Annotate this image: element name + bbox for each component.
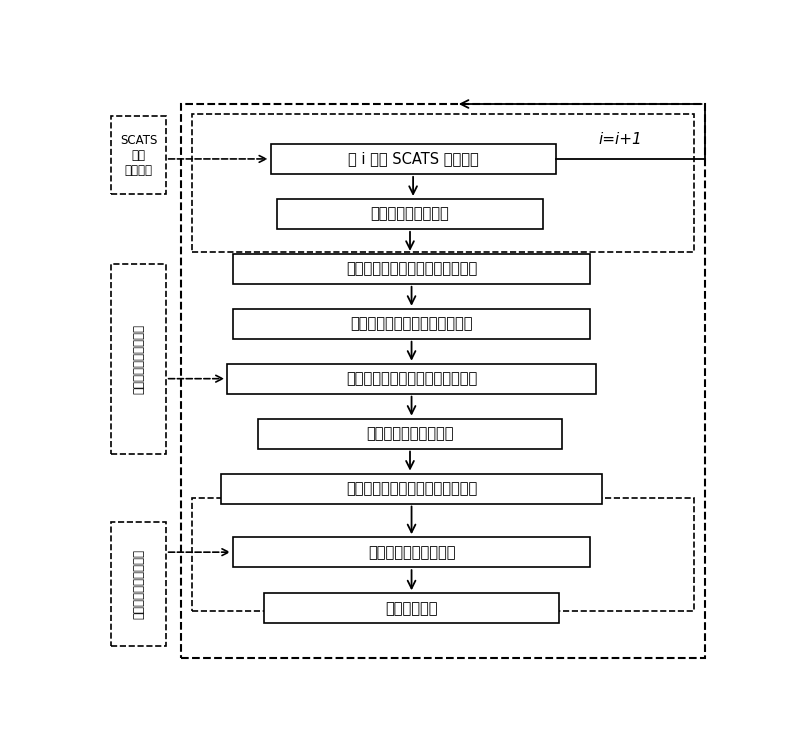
Bar	[234, 537, 590, 567]
Bar	[270, 144, 556, 174]
Bar	[192, 114, 694, 252]
Text: 交通状态定义及分类: 交通状态定义及分类	[370, 207, 450, 222]
Bar	[181, 104, 705, 658]
Text: 交通管理决策: 交通管理决策	[386, 601, 438, 616]
Bar	[264, 593, 558, 623]
Text: 交通状态在线定量评价: 交通状态在线定量评价	[366, 426, 454, 441]
Text: i=i+1: i=i+1	[599, 131, 642, 146]
Text: 构建交通参数虚拟时间序列数据: 构建交通参数虚拟时间序列数据	[350, 316, 473, 331]
Bar	[234, 309, 590, 339]
Text: 交通状态在线评价结果: 交通状态在线评价结果	[368, 544, 455, 559]
Text: 交通管理中心（应用）: 交通管理中心（应用）	[132, 549, 145, 620]
Bar	[111, 116, 166, 195]
Bar	[234, 254, 590, 284]
Text: SCATS
线圈
（采集）: SCATS 线圈 （采集）	[120, 134, 157, 176]
Text: 实测交通参数数据质量评价及控制: 实测交通参数数据质量评价及控制	[346, 261, 477, 276]
Text: 虚拟交通参数数据质量评价及控制: 虚拟交通参数数据质量评价及控制	[346, 371, 477, 386]
Bar	[192, 498, 694, 611]
Text: 交通拥挤扩散范围和持续时间估计: 交通拥挤扩散范围和持续时间估计	[346, 481, 477, 496]
Bar	[221, 474, 602, 504]
Bar	[111, 522, 166, 647]
Text: 交通信息中心（处理）: 交通信息中心（处理）	[132, 324, 145, 394]
Text: 第 i 周期 SCATS 线圈数据: 第 i 周期 SCATS 线圈数据	[348, 152, 478, 167]
Bar	[111, 264, 166, 454]
Bar	[277, 199, 543, 229]
Bar	[258, 418, 562, 448]
Bar	[227, 363, 596, 394]
